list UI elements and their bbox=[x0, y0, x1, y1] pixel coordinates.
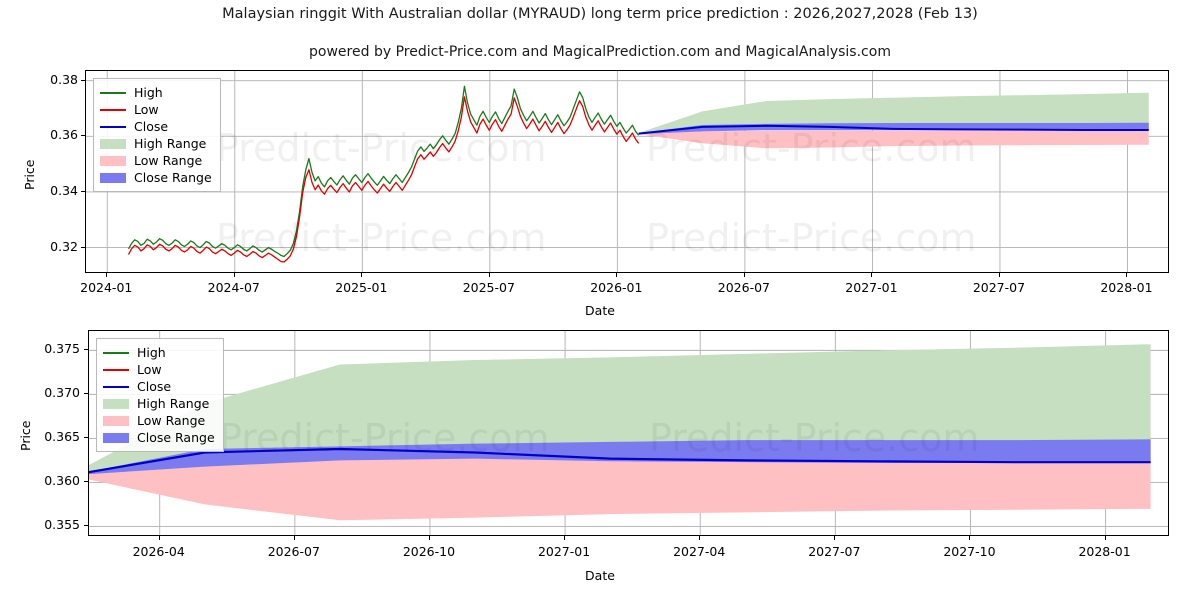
legend-swatch-icon bbox=[103, 398, 129, 410]
x-tick-label: 2026-10 bbox=[402, 544, 456, 559]
y-tick-mark bbox=[84, 481, 88, 483]
x-tick-label: 2024-01 bbox=[80, 280, 133, 295]
x-tick-label: 2027-01 bbox=[537, 544, 591, 559]
page-subtitle: powered by Predict-Price.com and Magical… bbox=[309, 44, 891, 60]
x-tick-mark bbox=[969, 536, 971, 540]
forecast-detail-legend: High Low Close High Range Low Range Close Ran… bbox=[96, 338, 224, 452]
x-tick-label: 2026-01 bbox=[590, 280, 643, 295]
legend-item-label: High Range bbox=[134, 136, 207, 151]
legend-item-close: Close bbox=[103, 378, 215, 395]
legend-item-label: High bbox=[134, 85, 163, 100]
legend-swatch-icon bbox=[103, 364, 129, 376]
x-tick-label: 2027-07 bbox=[972, 280, 1026, 295]
y-tick-label: 0.32 bbox=[50, 238, 78, 254]
overview-legend: High Low Close High Range Low Range Close Ran… bbox=[93, 78, 221, 192]
y-tick-mark bbox=[84, 393, 88, 395]
forecast-detail-plot-svg bbox=[89, 331, 1168, 535]
x-tick-mark bbox=[743, 273, 745, 277]
legend-item-high: High bbox=[100, 84, 212, 101]
legend-swatch-icon bbox=[100, 138, 126, 150]
x-tick-mark bbox=[616, 273, 618, 277]
legend-swatch-icon bbox=[103, 432, 129, 444]
x-tick-mark bbox=[1126, 273, 1128, 277]
y-tick-mark bbox=[84, 349, 88, 351]
x-tick-mark bbox=[871, 273, 873, 277]
legend-item-label: Close Range bbox=[137, 430, 215, 445]
y-tick-mark bbox=[84, 437, 88, 439]
legend-item-label: Low Range bbox=[134, 153, 203, 168]
legend-swatch-icon bbox=[100, 172, 126, 184]
x-tick-mark bbox=[428, 536, 430, 540]
x-tick-mark bbox=[361, 273, 363, 277]
legend-swatch-icon bbox=[103, 381, 129, 393]
x-tick-label: 2026-07 bbox=[267, 544, 320, 559]
x-tick-mark bbox=[488, 273, 490, 277]
x-tick-label: 2025-07 bbox=[462, 280, 515, 295]
legend-item-label: Low Range bbox=[137, 413, 206, 428]
x-tick-mark bbox=[834, 536, 836, 540]
legend-item-label: High bbox=[137, 345, 166, 360]
legend-swatch-icon bbox=[100, 121, 126, 133]
page-title: Malaysian ringgit With Australian dollar… bbox=[222, 6, 978, 22]
legend-item-high-range: High Range bbox=[103, 395, 215, 412]
legend-item-label: Close bbox=[137, 379, 172, 394]
overview-plot-svg bbox=[86, 71, 1168, 272]
x-tick-mark bbox=[998, 273, 1000, 277]
x-tick-label: 2028-01 bbox=[1100, 280, 1153, 295]
legend-item-low: Low bbox=[103, 361, 215, 378]
y-tick-label: 0.365 bbox=[44, 429, 80, 445]
x-tick-label: 2027-07 bbox=[808, 544, 861, 559]
y-tick-label: 0.370 bbox=[44, 385, 80, 401]
x-tick-label: 2026-07 bbox=[717, 280, 770, 295]
legend-item-close-range: Close Range bbox=[103, 429, 215, 446]
legend-item-label: Close Range bbox=[134, 170, 212, 185]
legend-swatch-icon bbox=[103, 347, 129, 359]
y-tick-label: 0.38 bbox=[50, 71, 78, 87]
legend-item-close: Close bbox=[100, 118, 212, 135]
legend-item-label: Close bbox=[134, 119, 169, 134]
y-tick-mark bbox=[81, 135, 85, 137]
y-tick-mark bbox=[81, 190, 85, 192]
legend-item-high: High bbox=[103, 344, 215, 361]
legend-item-label: Low bbox=[137, 362, 162, 377]
legend-item-low: Low bbox=[100, 101, 212, 118]
legend-swatch-icon bbox=[100, 155, 126, 167]
x-tick-label: 2024-07 bbox=[207, 280, 260, 295]
y-tick-mark bbox=[84, 525, 88, 527]
x-tick-label: 2027-01 bbox=[845, 280, 898, 295]
forecast-detail-x-axis-label: Date bbox=[585, 568, 615, 583]
x-tick-mark bbox=[1104, 536, 1106, 540]
y-tick-mark bbox=[81, 246, 85, 248]
legend-item-high-range: High Range bbox=[100, 135, 212, 152]
x-tick-mark bbox=[564, 536, 566, 540]
y-tick-label: 0.34 bbox=[50, 182, 78, 198]
y-tick-mark bbox=[81, 79, 85, 81]
legend-item-close-range: Close Range bbox=[100, 169, 212, 186]
x-tick-label: 2026-04 bbox=[132, 544, 185, 559]
x-tick-mark bbox=[699, 536, 701, 540]
x-tick-mark bbox=[293, 536, 295, 540]
x-tick-label: 2028-01 bbox=[1078, 544, 1131, 559]
legend-swatch-icon bbox=[103, 415, 129, 427]
y-tick-label: 0.360 bbox=[44, 473, 80, 489]
legend-item-label: Low bbox=[134, 102, 159, 117]
legend-swatch-icon bbox=[100, 87, 126, 99]
legend-item-label: High Range bbox=[137, 396, 210, 411]
x-tick-label: 2027-04 bbox=[673, 544, 726, 559]
x-tick-mark bbox=[106, 273, 108, 277]
legend-item-low-range: Low Range bbox=[103, 412, 215, 429]
overview-x-axis-label: Date bbox=[585, 303, 615, 318]
x-tick-mark bbox=[158, 536, 160, 540]
x-tick-mark bbox=[233, 273, 235, 277]
legend-swatch-icon bbox=[100, 104, 126, 116]
y-tick-label: 0.36 bbox=[50, 127, 78, 143]
y-tick-label: 0.375 bbox=[44, 341, 80, 357]
y-tick-label: 0.355 bbox=[44, 517, 80, 533]
x-tick-label: 2027-10 bbox=[943, 544, 996, 559]
x-tick-label: 2025-01 bbox=[335, 280, 388, 295]
legend-item-low-range: Low Range bbox=[100, 152, 212, 169]
